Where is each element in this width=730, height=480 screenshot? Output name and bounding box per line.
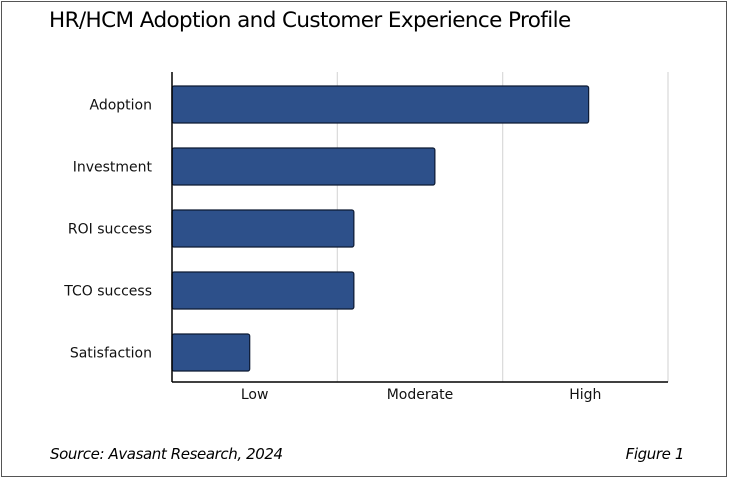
tick-labels: Low Moderate High	[241, 387, 602, 403]
x-tick-label: Low	[241, 387, 269, 403]
category-label: ROI success	[68, 222, 152, 238]
category-labels: Adoption Investment ROI success TCO success…	[63, 98, 152, 362]
category-label: TCO success	[63, 284, 152, 300]
figure-label: Figure 1	[625, 445, 685, 463]
source-note: Source: Avasant Research, 2024	[50, 445, 283, 463]
bar-tco-success	[171, 271, 355, 310]
bar-roi-success	[171, 209, 355, 248]
bar-satisfaction	[171, 333, 251, 372]
axes	[171, 72, 668, 383]
category-label: Adoption	[90, 98, 153, 114]
category-label: Satisfaction	[70, 346, 152, 362]
category-label: Investment	[73, 160, 153, 176]
x-tick-label: High	[569, 387, 601, 403]
chart-title: HR/HCM Adoption and Customer Experience …	[49, 8, 571, 33]
x-tick-label: Moderate	[387, 387, 454, 403]
bar-investment	[171, 147, 436, 186]
bars	[171, 85, 590, 372]
bar-adoption	[171, 85, 590, 124]
